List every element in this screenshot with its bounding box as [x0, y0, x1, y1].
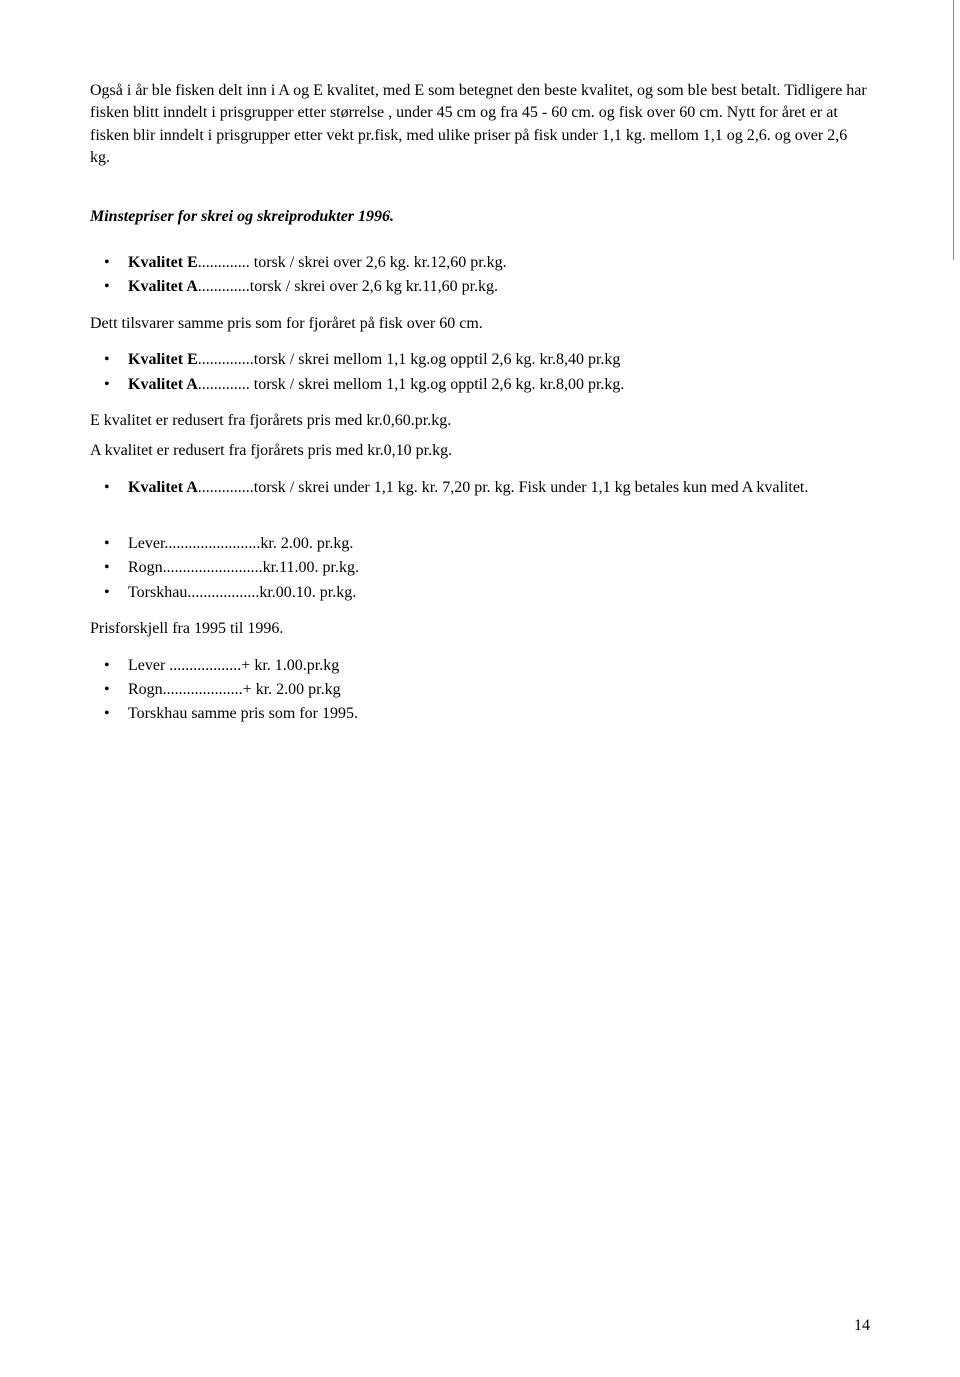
price-text: ............. torsk / skrei over 2,6 kg.… — [198, 254, 507, 271]
comparison-text: Dett tilsvarer samme pris som for fjorår… — [90, 313, 870, 335]
byproduct-price-list: Lever........................kr. 2.00. p… — [90, 533, 870, 604]
list-item: Rogn....................+ kr. 2.00 pr.kg — [118, 679, 870, 701]
quality-label: Kvalitet E — [128, 351, 198, 368]
price-text: ............. torsk / skrei mellom 1,1 k… — [198, 376, 625, 393]
list-item: Kvalitet A............. torsk / skrei me… — [118, 374, 870, 396]
list-item: Rogn.........................kr.11.00. p… — [118, 557, 870, 579]
price-text: ..............torsk / skrei mellom 1,1 k… — [198, 351, 621, 368]
list-item: Kvalitet E..............torsk / skrei me… — [118, 349, 870, 371]
scan-edge-line — [953, 0, 954, 260]
price-diff-list: Lever ..................+ kr. 1.00.pr.kg… — [90, 655, 870, 726]
quality-label: Kvalitet E — [128, 254, 198, 271]
reduction-text-e: E kvalitet er redusert fra fjorårets pri… — [90, 410, 870, 432]
list-item: Lever........................kr. 2.00. p… — [118, 533, 870, 555]
list-item: Lever ..................+ kr. 1.00.pr.kg — [118, 655, 870, 677]
list-item: Torskhau..................kr.00.10. pr.k… — [118, 582, 870, 604]
price-text: .............torsk / skrei over 2,6 kg k… — [198, 278, 498, 295]
price-list-under-1-1kg: Kvalitet A..............torsk / skrei un… — [90, 477, 870, 499]
page-number: 14 — [854, 1315, 870, 1337]
price-list-1-1-to-2-6kg: Kvalitet E..............torsk / skrei me… — [90, 349, 870, 396]
quality-label: Kvalitet A — [128, 479, 198, 496]
intro-paragraph: Også i år ble fisken delt inn i A og E k… — [90, 80, 870, 170]
price-diff-heading: Prisforskjell fra 1995 til 1996. — [90, 618, 870, 640]
list-item: Kvalitet A..............torsk / skrei un… — [118, 477, 870, 499]
section-heading: Minstepriser for skrei og skreiprodukter… — [90, 206, 870, 228]
price-text: ..............torsk / skrei under 1,1 kg… — [198, 479, 809, 496]
list-item: Torskhau samme pris som for 1995. — [118, 703, 870, 725]
reduction-text-a: A kvalitet er redusert fra fjorårets pri… — [90, 440, 870, 462]
quality-label: Kvalitet A — [128, 376, 198, 393]
price-list-over-2-6kg: Kvalitet E............. torsk / skrei ov… — [90, 252, 870, 299]
list-item: Kvalitet A.............torsk / skrei ove… — [118, 276, 870, 298]
list-item: Kvalitet E............. torsk / skrei ov… — [118, 252, 870, 274]
quality-label: Kvalitet A — [128, 278, 198, 295]
